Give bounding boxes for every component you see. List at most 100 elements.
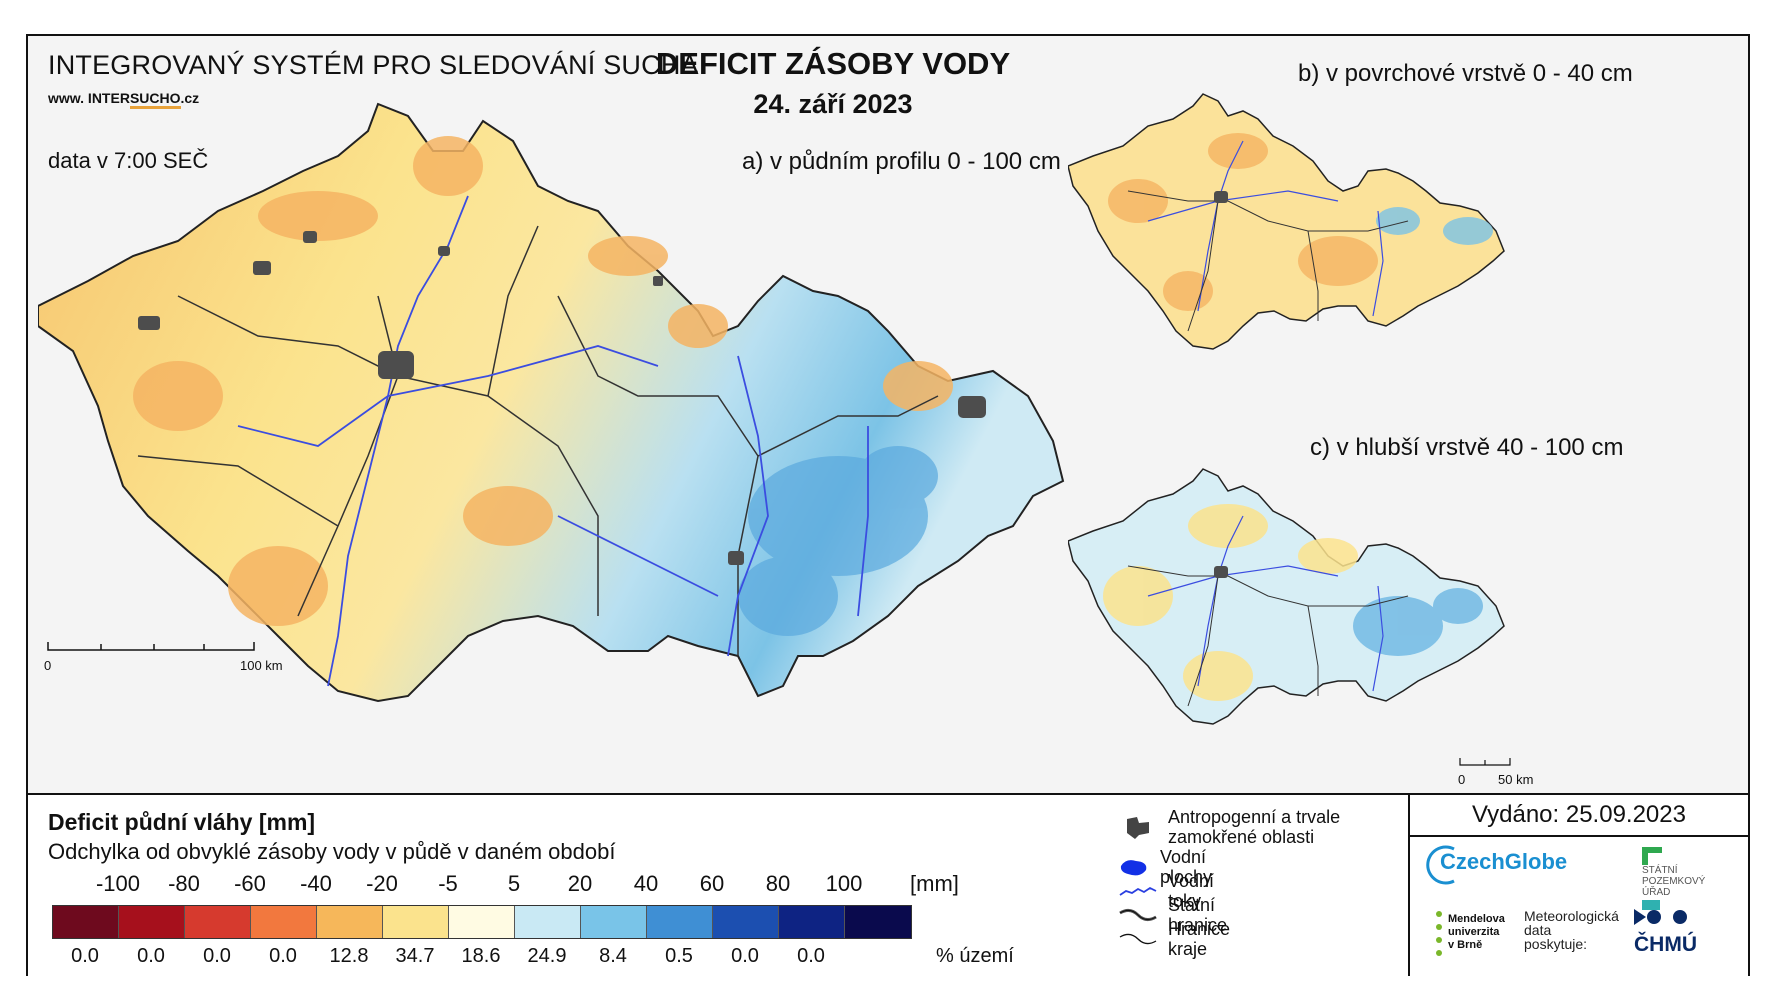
map-b xyxy=(1068,93,1505,350)
legend-class-4 xyxy=(317,906,383,938)
legend-percentage: 0.0 xyxy=(797,945,825,967)
website-suffix: .cz xyxy=(180,90,200,106)
map-c-label: c) v hlubší vrstvě 40 - 100 cm xyxy=(1310,434,1624,461)
legend-class-12 xyxy=(845,906,911,938)
scale-main-end: 100 km xyxy=(240,658,283,673)
symbol-state-border-label: Státní hranice xyxy=(1168,895,1228,935)
legend-percentage: 18.6 xyxy=(461,945,501,967)
legend-percentage: 0.0 xyxy=(731,945,759,967)
legend-class-11 xyxy=(779,906,845,938)
website-prefix: www. INTER xyxy=(48,90,130,106)
legend-threshold: 100 xyxy=(825,871,863,896)
rivers-a xyxy=(237,195,869,687)
river-icon xyxy=(1118,875,1158,907)
legend-percentage: 0.0 xyxy=(203,945,231,967)
legend-class-8 xyxy=(581,906,647,938)
legend-threshold: -60 xyxy=(234,871,266,896)
legend-class-9 xyxy=(647,906,713,938)
legend-percentage: 0.0 xyxy=(71,945,99,967)
main-title: DEFICIT ZÁSOBY VODY xyxy=(655,46,1011,81)
map-a xyxy=(38,102,1065,703)
legend-threshold: 5 xyxy=(507,871,521,896)
legend-percentage: 0.0 xyxy=(269,945,297,967)
symbol-river-label: Vodní toky xyxy=(1168,871,1215,911)
legend-class-6 xyxy=(449,906,515,938)
legend-color-scale xyxy=(52,905,912,939)
map-c xyxy=(1068,468,1505,725)
symbol-water-body: Vodní plochy xyxy=(1118,847,1220,887)
legend-threshold: -40 xyxy=(300,871,332,896)
main-date: 24. září 2023 xyxy=(753,89,913,119)
website-link[interactable]: www. INTERSUCHO.cz xyxy=(48,90,200,109)
legend-class-2 xyxy=(185,906,251,938)
legend-class-10 xyxy=(713,906,779,938)
czechglobe-text: CzechGlobe xyxy=(1440,849,1568,874)
legend-threshold: -100 xyxy=(95,871,141,896)
legend-title: Deficit půdní vláhy [mm] xyxy=(48,809,316,835)
symbol-state-border: Státní hranice xyxy=(1118,895,1227,935)
legend-class-0 xyxy=(53,906,119,938)
spu-logo: STÁTNÍ POZEMKOVÝ ÚŘAD xyxy=(1642,847,1705,910)
map-frame: INTEGROVANÝ SYSTÉM PRO SLEDOVÁNÍ SUCHA w… xyxy=(26,34,1750,976)
partner-logos: CzechGlobe STÁTNÍ POZEMKOVÝ ÚŘAD Mendelo… xyxy=(1410,837,1748,976)
czech-territory-c xyxy=(1068,468,1505,725)
urban-area-icon xyxy=(1118,811,1158,843)
system-title: INTEGROVANÝ SYSTÉM PRO SLEDOVÁNÍ SUCHA xyxy=(48,50,699,80)
legend-threshold: 40 xyxy=(633,871,659,896)
website-highlight: SUCHO xyxy=(129,90,181,109)
legend-percentage: 8.4 xyxy=(599,945,627,967)
region-borders-c xyxy=(1127,565,1409,707)
spu-text: STÁTNÍ POZEMKOVÝ ÚŘAD xyxy=(1642,865,1706,898)
region-borders-a xyxy=(137,225,939,656)
symbol-urban-label: Antropogenní a trvale zamokřené oblasti xyxy=(1168,807,1341,847)
chmu-logo: ČHMÚ xyxy=(1634,909,1697,957)
mendelu-text: Mendelova univerzita v Brně xyxy=(1448,913,1505,951)
scale-bar-small xyxy=(1459,758,1511,766)
legend-unit: [mm] xyxy=(910,871,959,896)
blue-patches-c xyxy=(1353,588,1483,656)
legend-percentage: 24.9 xyxy=(527,945,567,967)
chmu-text: ČHMÚ xyxy=(1634,933,1697,956)
issued-date: Vydáno: 25.09.2023 xyxy=(1410,795,1748,837)
legend-percentage: 0.0 xyxy=(137,945,165,967)
legend-threshold: 60 xyxy=(699,871,725,896)
region-border-icon xyxy=(1118,923,1158,955)
map-b-label: b) v povrchové vrstvě 0 - 40 cm xyxy=(1298,60,1633,87)
legend-threshold: -80 xyxy=(168,871,200,896)
symbol-water-body-label: Vodní plochy xyxy=(1160,847,1213,887)
legend-subtitle: Odchylka od obvyklé zásoby vody v půdě v… xyxy=(48,839,616,864)
blue-patches-b xyxy=(1376,207,1493,245)
czechglobe-logo: CzechGlobe xyxy=(1426,845,1568,885)
region-borders-b xyxy=(1127,190,1409,332)
symbol-region-border-label: Hranice kraje xyxy=(1168,919,1231,959)
state-border-icon xyxy=(1118,899,1158,931)
data-time: data v 7:00 SEČ xyxy=(48,148,209,173)
urban-area-c xyxy=(1214,566,1228,578)
meteo-provider: Meteorologická data poskytuje: xyxy=(1524,909,1619,951)
percent-label: % území xyxy=(936,945,1014,967)
scale-bar-main xyxy=(47,642,255,651)
legend-threshold: -5 xyxy=(438,871,458,896)
water-body-icon xyxy=(1118,851,1150,883)
legend-class-5 xyxy=(383,906,449,938)
blue-surplus-patches xyxy=(738,446,938,636)
legend-class-3 xyxy=(251,906,317,938)
urban-areas-a xyxy=(138,231,986,565)
legend-percentage: 34.7 xyxy=(395,945,435,967)
legend-percentage: 0.5 xyxy=(665,945,693,967)
meteo-text: Meteorologická data poskytuje: xyxy=(1524,908,1619,952)
scale-small-end: 50 km xyxy=(1498,772,1534,787)
legend-class-7 xyxy=(515,906,581,938)
legend-threshold: 80 xyxy=(765,871,791,896)
mendelu-logo: Mendelova univerzita v Brně xyxy=(1436,911,1505,956)
footer-divider xyxy=(1408,795,1410,976)
legend-threshold: -20 xyxy=(366,871,398,896)
legend-percentage: 12.8 xyxy=(329,945,369,967)
map-a-label: a) v půdním profilu 0 - 100 cm xyxy=(742,148,1061,175)
symbol-river: Vodní toky xyxy=(1118,871,1214,911)
legend-threshold: 20 xyxy=(567,871,593,896)
yellow-patches-c xyxy=(1103,504,1358,701)
symbol-region-border: Hranice kraje xyxy=(1118,919,1230,959)
scale-main-start: 0 xyxy=(44,658,52,673)
symbol-urban: Antropogenní a trvale zamokřené oblasti xyxy=(1118,807,1340,847)
